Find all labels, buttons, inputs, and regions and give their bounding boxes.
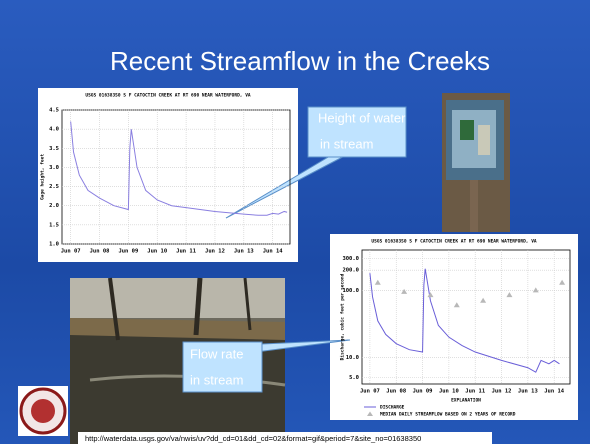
x-tick-label: Jun 10: [439, 389, 459, 395]
legend-label: MEDIAN DAILY STREAMFLOW BASED ON 2 YEARS…: [380, 412, 516, 418]
chart-frame: [330, 234, 578, 420]
y-tick-label: 3.0: [49, 165, 59, 171]
legend-label: DISCHARGE: [380, 405, 405, 411]
y-tick-label: 200.0: [342, 268, 359, 274]
chart-frame: [38, 88, 298, 262]
x-tick-label: Jun 13: [234, 249, 254, 255]
y-tick-label: 1.5: [49, 222, 59, 228]
y-axis-label: Discharge, cubic feet per second: [340, 273, 346, 360]
legend-title: EXPLANATION: [451, 398, 481, 404]
x-tick-label: Jun 07: [360, 389, 380, 395]
median-marker: [453, 302, 460, 308]
median-marker: [559, 279, 566, 285]
median-marker: [506, 292, 513, 298]
y-tick-label: 10.0: [346, 355, 359, 361]
x-tick-label: Jun 07: [61, 249, 81, 255]
y-tick-label: 300.0: [342, 256, 359, 262]
callout-box: [307, 106, 407, 158]
equipment-photo: [442, 93, 510, 232]
plot-area: [361, 249, 571, 385]
x-tick-label: Jun 09: [118, 249, 138, 255]
x-tick-label: Jun 09: [413, 389, 433, 395]
callout-box: [182, 341, 263, 393]
median-marker: [480, 297, 487, 303]
y-tick-label: 2.0: [49, 203, 59, 209]
median-marker: [401, 288, 408, 294]
x-tick-label: Jun 14: [544, 389, 565, 395]
callout-text: in stream: [320, 136, 373, 151]
median-marker: [532, 287, 539, 293]
x-tick-label: Jun 12: [492, 389, 512, 395]
y-tick-label: 3.5: [49, 146, 59, 152]
y-tick-label: 4.0: [49, 127, 59, 133]
x-tick-label: Jun 13: [518, 389, 538, 395]
callout-text: Flow rate: [190, 346, 243, 361]
y-tick-label: 1.0: [49, 242, 59, 248]
callout-text: in stream: [190, 372, 243, 387]
y-tick-label: 100.0: [342, 288, 359, 294]
x-tick-label: Jun 11: [176, 249, 197, 255]
median-marker: [427, 292, 434, 298]
x-tick-label: Jun 12: [205, 249, 225, 255]
chart-title: USGS 01638350 S F CATOCTIN CREEK AT RT 6…: [371, 239, 537, 245]
data-line: [369, 268, 560, 373]
median-marker: [374, 279, 381, 285]
legend-swatch: [367, 411, 373, 416]
x-tick-label: Jun 14: [263, 249, 284, 255]
seal-logo: [18, 386, 68, 436]
x-tick-label: Jun 10: [147, 249, 167, 255]
chart-title: USGS 01638350 S F CATOCTIN CREEK AT RT 6…: [85, 93, 251, 99]
x-tick-label: Jun 08: [90, 249, 110, 255]
y-tick-label: 5.0: [349, 375, 359, 381]
source-url: http://waterdata.usgs.gov/va/nwis/uv?dd_…: [85, 434, 421, 443]
callout-text: Height of water: [318, 110, 406, 125]
x-tick-label: Jun 11: [465, 389, 486, 395]
y-axis-label: Gage height, feet: [40, 154, 46, 200]
slide-title: Recent Streamflow in the Creeks: [110, 46, 490, 76]
x-tick-label: Jun 08: [386, 389, 406, 395]
y-tick-label: 4.5: [49, 108, 59, 114]
url-box: [78, 432, 492, 444]
data-line: [70, 121, 288, 216]
y-tick-label: 2.5: [49, 184, 59, 190]
